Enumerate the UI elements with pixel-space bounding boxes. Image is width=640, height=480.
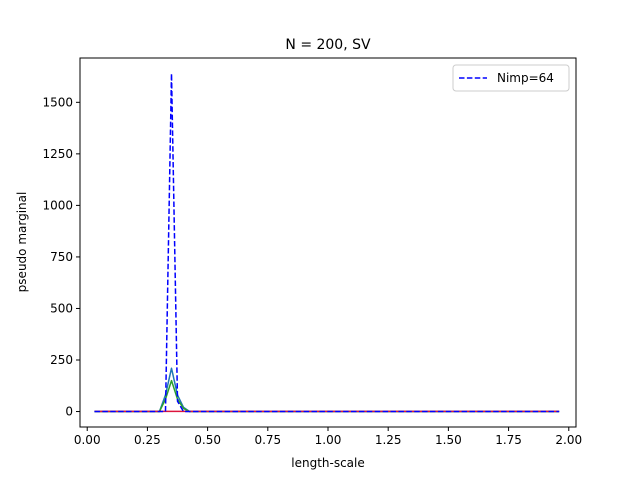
y-tick-label: 500 [50, 301, 73, 315]
x-tick-label: 1.25 [375, 433, 402, 447]
legend-box [452, 64, 570, 92]
y-tick-label: 250 [50, 353, 73, 367]
x-ticks: 0.00 0.25 0.50 0.75 1.00 1.25 1.50 1.75 2.00 [74, 427, 582, 447]
y-tick-label: 1500 [42, 95, 73, 109]
y-ticks: 0 250 500 750 1000 1250 1500 [42, 95, 80, 419]
x-tick-label: 1.50 [435, 433, 462, 447]
y-tick-label: 1000 [42, 198, 73, 212]
legend-label-nimp64: Nimp=64 [497, 71, 554, 85]
x-tick-label: 0.50 [194, 433, 221, 447]
x-tick-label: 2.00 [555, 433, 582, 447]
x-tick-label: 1.00 [315, 433, 342, 447]
x-tick-label: 0.00 [74, 433, 101, 447]
x-axis-label: length-scale [291, 456, 365, 470]
x-tick-label: 0.25 [134, 433, 161, 447]
x-tick-label: 1.75 [495, 433, 522, 447]
chart-title: N = 200, SV [285, 37, 371, 53]
x-tick-label: 0.75 [254, 433, 281, 447]
y-tick-label: 750 [50, 250, 73, 264]
y-axis-label: pseudo marginal [15, 192, 29, 293]
y-tick-label: 0 [65, 405, 73, 419]
y-tick-label: 1250 [42, 147, 73, 161]
series-layer [94, 72, 560, 413]
plot-area [80, 58, 576, 427]
legend: Nimp=64 [452, 64, 570, 92]
series-line-1 [94, 72, 560, 413]
